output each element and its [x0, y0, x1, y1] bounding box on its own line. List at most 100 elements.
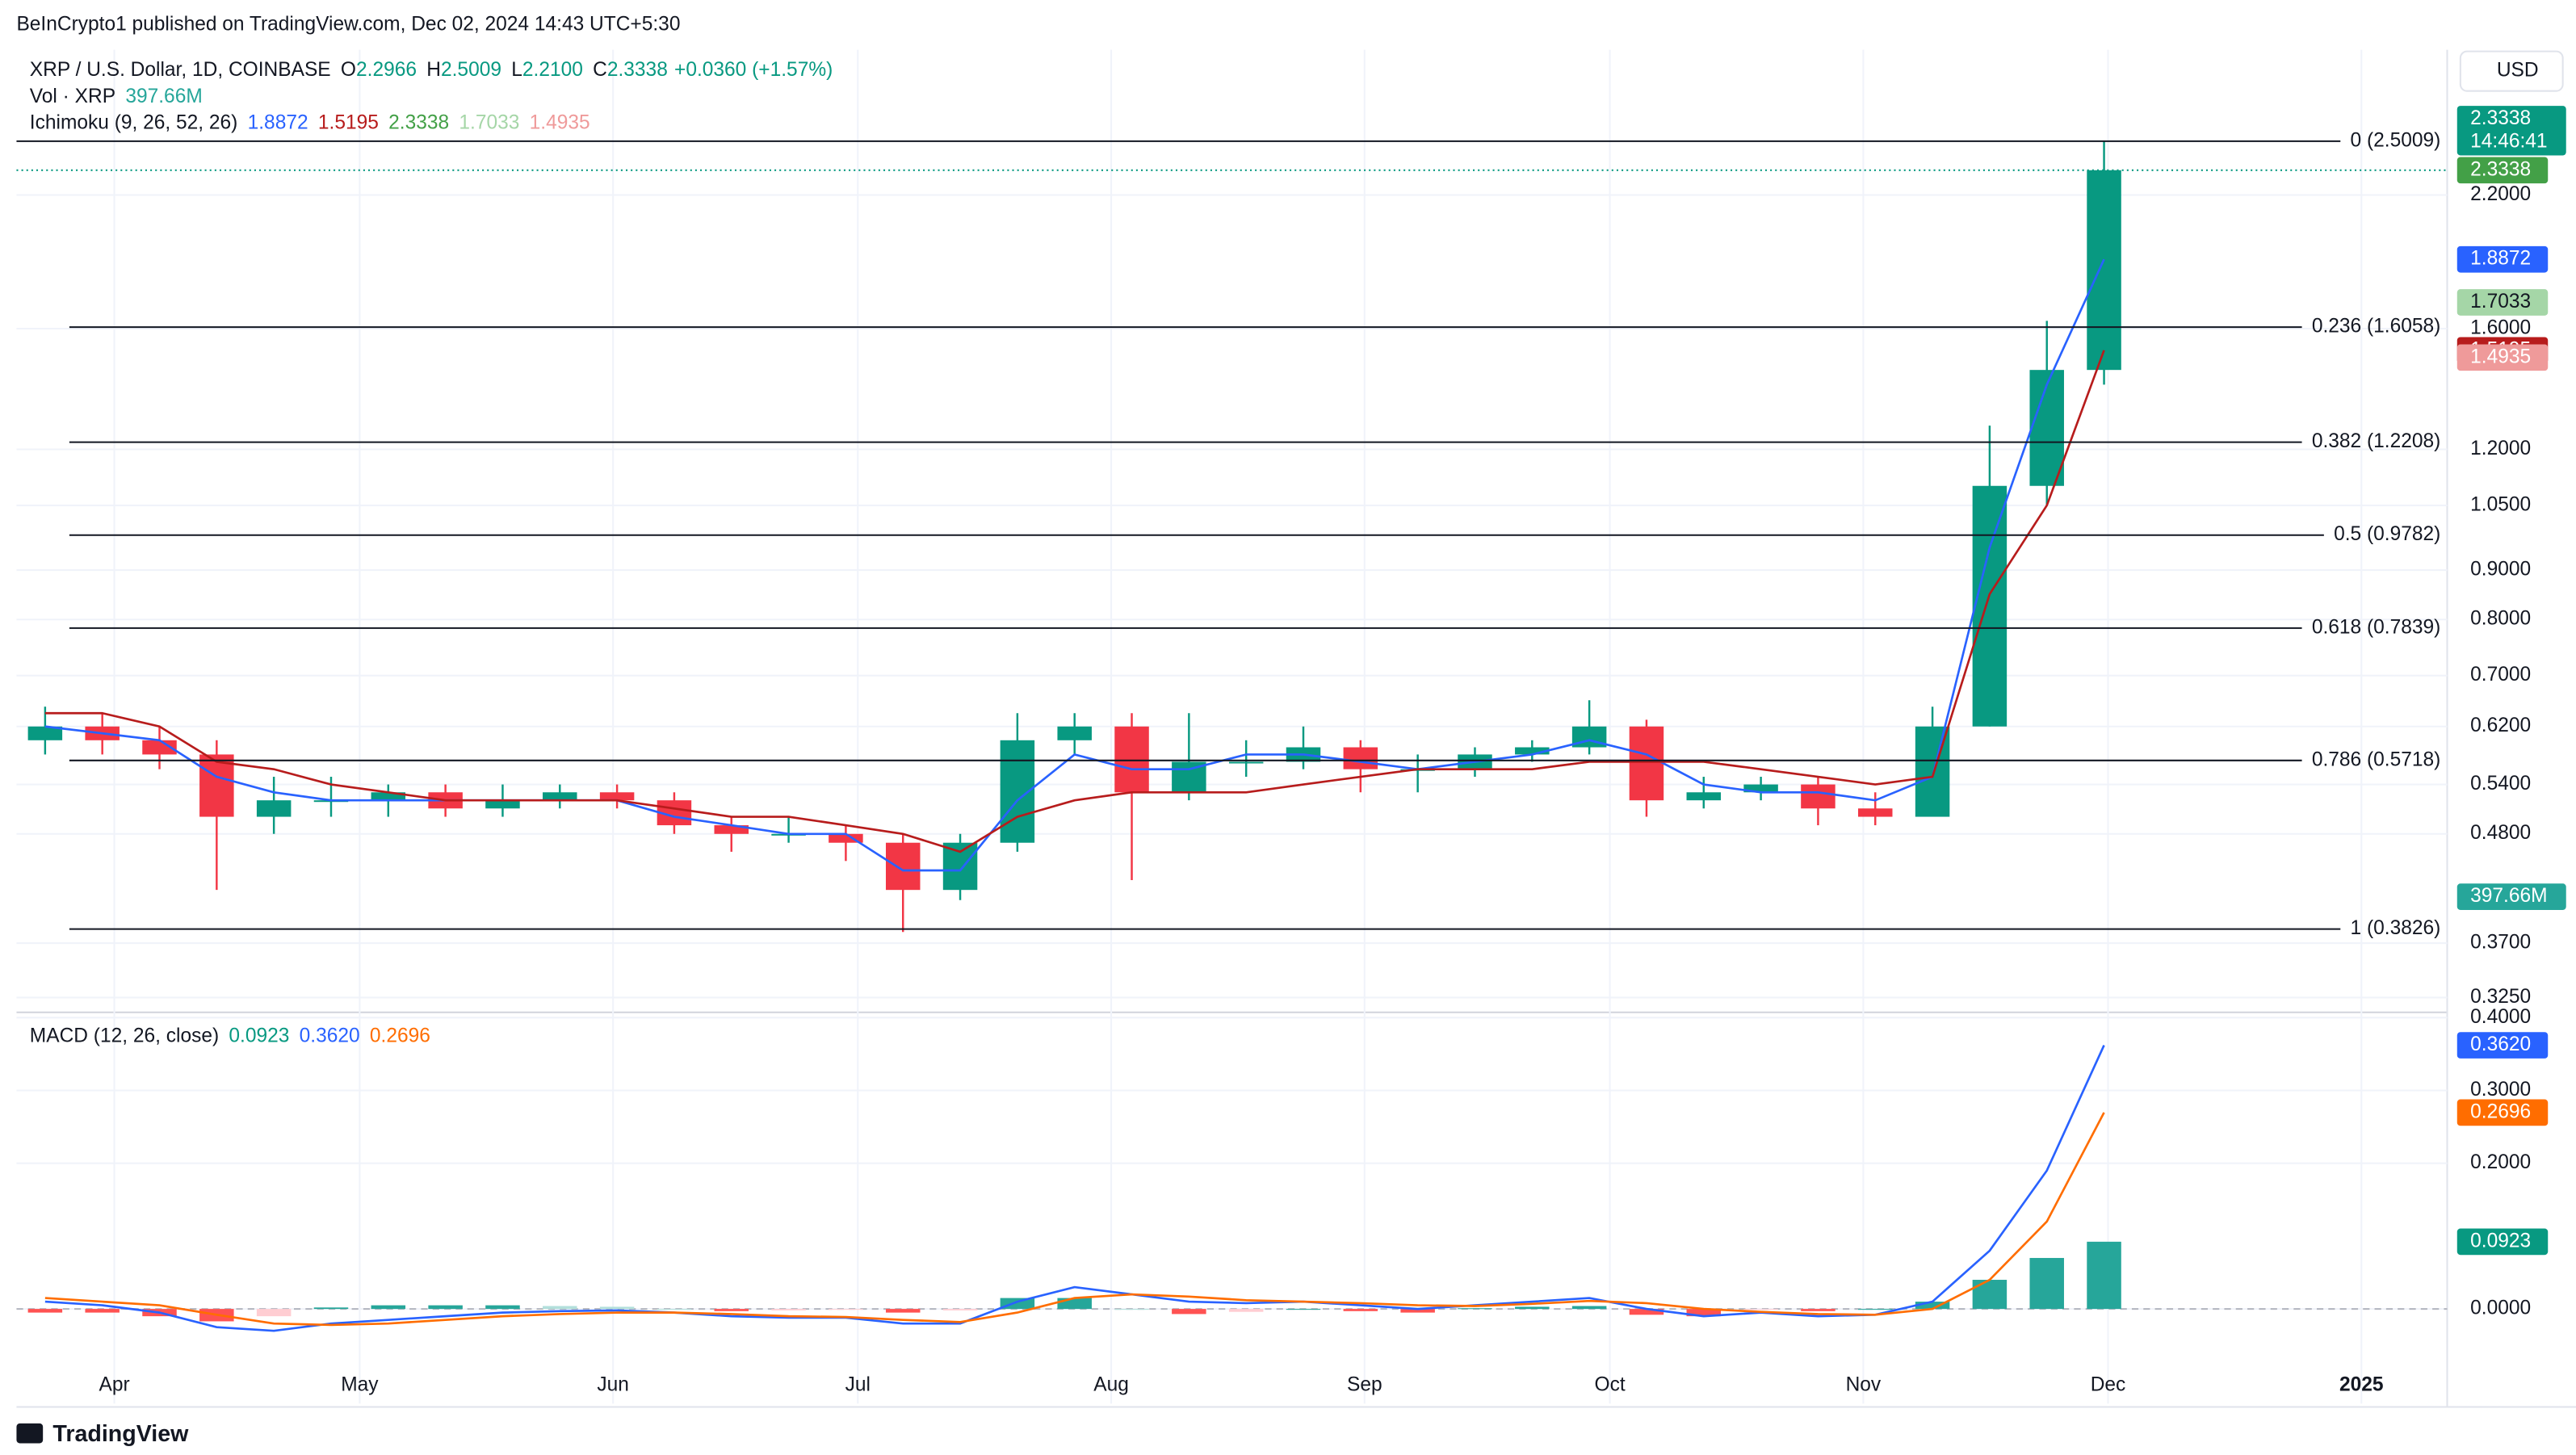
- y-tick-label: 0.9000: [2470, 559, 2531, 581]
- legend-item: 1.5195: [318, 112, 379, 134]
- currency-label[interactable]: USD: [2497, 60, 2539, 82]
- legend-item: 2.3338: [388, 112, 449, 134]
- candle-body: [543, 792, 577, 801]
- legend-item: 0.3620: [300, 1025, 360, 1047]
- y-tick-label: 0.2000: [2470, 1151, 2531, 1173]
- x-tick-label: Jun: [597, 1373, 629, 1395]
- legend-item: XRP / U.S. Dollar, 1D, COINBASE: [30, 60, 331, 82]
- fib-label: 0.786 (0.5718): [2312, 748, 2440, 770]
- legend-item: 0.0923: [229, 1025, 289, 1047]
- histogram-bar: [428, 1305, 463, 1310]
- y-tick-label: 2.2000: [2470, 183, 2531, 205]
- histogram-bar: [1343, 1309, 1378, 1311]
- histogram-bar: [1629, 1309, 1664, 1315]
- y-tick-label: 1.2000: [2470, 438, 2531, 459]
- ichimoku-line: [44, 258, 2105, 872]
- legend-item: 1.7033: [459, 112, 519, 134]
- histogram-bar: [1400, 1309, 1435, 1313]
- x-tick-label: Aug: [1093, 1373, 1129, 1395]
- histogram-bar: [543, 1306, 577, 1310]
- histogram-bar: [1228, 1309, 1264, 1312]
- histogram-bar: [1172, 1309, 1206, 1315]
- macd-tag: [2456, 1099, 2549, 1126]
- overlay: Apr May Jun Jul Aug Sep Oct Nov Dec 2025 2.2000 1.6…: [30, 60, 2566, 1395]
- histogram-bar: [885, 1309, 921, 1313]
- x-tick-label: 2025: [2339, 1373, 2384, 1395]
- fib-label: 0.618 (0.7839): [2312, 616, 2440, 638]
- candle-body: [199, 754, 234, 817]
- histogram-bar: [1458, 1308, 1492, 1310]
- histogram-bar: [2087, 1241, 2121, 1310]
- legend-item: Ichimoku (9, 26, 52, 26): [30, 112, 238, 134]
- histogram-bar: [1057, 1298, 1092, 1310]
- candle-body: [1228, 761, 1264, 764]
- volume-tag: [2456, 883, 2566, 910]
- candle-body: [485, 800, 520, 809]
- histogram-bar: [27, 1309, 63, 1313]
- candle-body: [1515, 747, 1550, 755]
- y-tick-label: 0.4800: [2470, 822, 2531, 844]
- legend-item: MACD (12, 26, close): [30, 1025, 219, 1047]
- candle-body: [142, 740, 177, 755]
- x-tick-label: Nov: [1846, 1373, 1882, 1395]
- histogram-bar: [1515, 1306, 1550, 1310]
- histogram-bar: [1571, 1306, 1607, 1310]
- price-tag: [2456, 245, 2549, 273]
- legend-item: +0.0360 (+1.57%): [674, 60, 833, 82]
- candle-body: [1743, 784, 1778, 793]
- y-tick-label: 1.6000: [2470, 317, 2531, 338]
- candle-body: [885, 842, 921, 891]
- histogram-bar: [1915, 1302, 1950, 1310]
- candle-body: [27, 726, 63, 740]
- y-tick-label: 1.0500: [2470, 493, 2531, 515]
- fib-label: 1 (0.3826): [2351, 917, 2441, 939]
- y-tick-label: 0.8000: [2470, 608, 2531, 630]
- legend-row: XRP / U.S. Dollar, 1D, COINBASE O2.2966 H2…: [30, 60, 833, 82]
- brand-logo: TradingView: [16, 1421, 189, 1447]
- histogram-bar: [1686, 1309, 1722, 1317]
- legend-row: Vol · XRP 397.66M: [30, 86, 203, 107]
- price-tag-label: 1.8872: [2470, 248, 2531, 270]
- candle-body: [1057, 726, 1092, 740]
- x-tick-label: Jul: [845, 1373, 871, 1395]
- histogram-bar: [1972, 1280, 2008, 1310]
- fib-label: 0.382 (1.2208): [2312, 430, 2440, 452]
- histogram-bar: [313, 1307, 349, 1310]
- legend-item: 2.3338: [607, 60, 668, 82]
- legend-item: 1.8872: [248, 112, 308, 134]
- histogram-bar: [1743, 1309, 1778, 1310]
- legend-item: L: [511, 60, 522, 82]
- macd-tag-label: 0.0923: [2470, 1230, 2531, 1252]
- y-tick-label: 0.5400: [2470, 773, 2531, 795]
- candle-body: [599, 792, 635, 801]
- candle-body: [256, 800, 292, 817]
- plot: [16, 140, 2448, 1332]
- legend-row: Ichimoku (9, 26, 52, 26) 1.8872 1.5195 2.33…: [30, 112, 590, 134]
- candle-body: [1629, 726, 1664, 801]
- y-tick-label: 0.6200: [2470, 715, 2531, 736]
- legend-item: 397.66M: [125, 86, 202, 107]
- candle-body: [829, 833, 863, 843]
- x-tick-label: May: [341, 1373, 379, 1395]
- price-tag-label: 1.7033: [2470, 291, 2531, 312]
- histogram-bar: [485, 1305, 520, 1310]
- x-tick-label: Apr: [99, 1373, 129, 1395]
- legend-item: 0.2696: [370, 1025, 430, 1047]
- last-price-value: 2.3338: [2470, 107, 2531, 129]
- price-tag-label: 1.4935: [2470, 346, 2531, 367]
- currency-button[interactable]: [2459, 50, 2564, 92]
- legend-item: O: [341, 60, 356, 82]
- macd-tag: [2456, 1032, 2549, 1059]
- histogram-bar: [714, 1309, 749, 1311]
- logo-icon: [16, 1423, 44, 1444]
- histogram-bar: [371, 1305, 406, 1310]
- candle-body: [1858, 808, 1893, 817]
- candle-body: [714, 825, 749, 834]
- volume-tag-label: 397.66M: [2470, 885, 2547, 907]
- histogram-bar: [1286, 1309, 1321, 1310]
- x-tick-label: Dec: [2091, 1373, 2126, 1395]
- legend-item: 2.2966: [356, 60, 417, 82]
- candle-body: [2087, 170, 2121, 371]
